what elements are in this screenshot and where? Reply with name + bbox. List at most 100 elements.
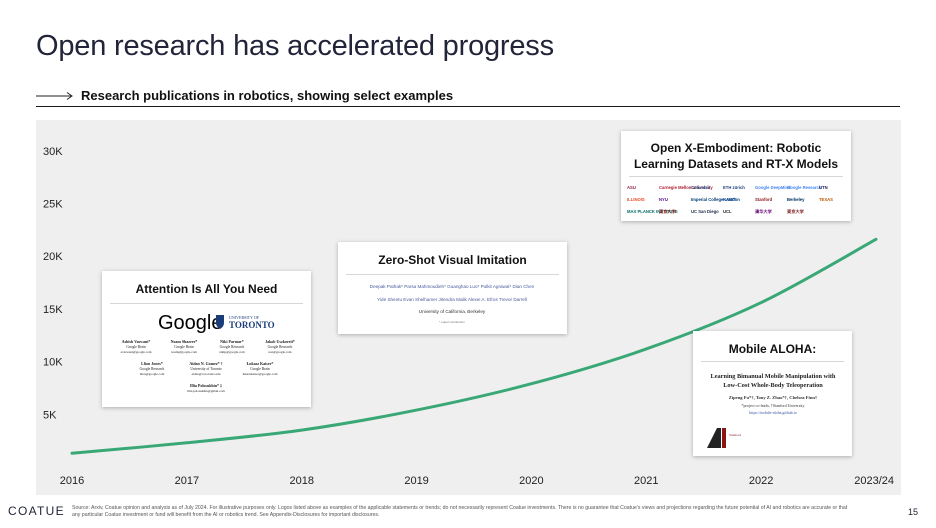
author-email: noam@google.com (171, 350, 197, 354)
author-email: avaswani@google.com (121, 350, 152, 354)
institution-logo: Stanford (755, 197, 773, 202)
x-tick-label: 2018 (289, 475, 313, 487)
author-email: illia.polosukhin@gmail.com (187, 389, 225, 393)
paper-url: https://mobile-aloha.github.io (749, 410, 797, 415)
affiliation: University of California, Berkeley (419, 309, 486, 314)
author-name: Łukasz Kaiser* (247, 361, 274, 366)
arrow-right-icon (36, 91, 73, 100)
institution-logo: Google DeepMind (755, 185, 791, 190)
author-affiliation: Google Research (220, 345, 245, 349)
author-email: usz@google.com (269, 350, 292, 354)
page-title: Open research has accelerated progress (36, 30, 554, 62)
paper-card-attention: Attention Is All You Need Google UNIVERS… (102, 271, 311, 407)
card-title-line-2: Learning Datasets and RT-X Models (633, 157, 839, 171)
institution-logo: Carnegie Mellon University (659, 185, 713, 190)
author-email: lukaszkaiser@google.com (243, 372, 278, 376)
institution-logo: KAIST (723, 197, 736, 202)
y-tick-label: 25K (43, 199, 63, 211)
institution-logo: UCL (723, 209, 732, 214)
institution-logo: Google Research (787, 185, 822, 190)
author-name: Ashish Vaswani* (122, 339, 151, 344)
institution-logo: Columbia (691, 185, 711, 190)
x-tick-label: 2019 (404, 475, 428, 487)
author-email: aidan@cs.toronto.edu (192, 372, 221, 376)
author-affiliation: Google Brain (126, 345, 146, 349)
institution-logo: ILLINOIS (627, 197, 645, 202)
card-title: Mobile ALOHA: (728, 342, 817, 356)
author-name: Aidan N. Gomez* † (189, 361, 222, 366)
paper-card-open-x: Open X-Embodiment: Robotic Learning Data… (621, 131, 851, 221)
stanford-logo-text: Stanford (729, 433, 741, 437)
paper-title-line-2: Low-Cost Whole-Body Teleoperation (723, 382, 823, 389)
toronto-logo: UNIVERSITY OF TORONTO (216, 315, 275, 330)
author-affiliation: Google Brain (250, 367, 270, 371)
author-email: llion@google.com (140, 372, 165, 376)
footnote: * equal contribution (439, 320, 465, 324)
author-name: Jakob Uszkoreit* (265, 339, 295, 344)
author-email: nikip@google.com (219, 350, 245, 354)
paper-affiliation: *project co-leads, †Stanford University (741, 403, 804, 409)
author-name: Niki Parmar* (220, 339, 244, 344)
institution-logo: UC San Diego (691, 209, 719, 214)
authors-line-1: Deepak Pathak* Parsa Mahmoudieh* Guangha… (370, 284, 535, 289)
paper-card-zero-shot: Zero-Shot Visual Imitation Deepak Pathak… (338, 242, 567, 334)
institution-logo: 清华大学 (755, 208, 773, 215)
y-tick-label: 20K (43, 251, 63, 263)
y-tick-label: 15K (43, 304, 63, 316)
institution-logo: NYU (659, 197, 668, 202)
institution-logo: Berkeley (787, 197, 805, 202)
institution-logo: 東京大学 (659, 208, 677, 215)
brand-logo: COATUE (8, 504, 65, 518)
x-tick-label: 2023/24 (854, 475, 894, 487)
institution-logo: Imperial College London (691, 197, 740, 202)
toronto-small-text: UNIVERSITY OF (229, 315, 260, 320)
institution-logo: ETH zürich (723, 185, 745, 190)
author-affiliation: University of Toronto (190, 367, 221, 371)
x-tick-label: 2016 (60, 475, 84, 487)
author-affiliation: Google Brain (174, 345, 194, 349)
divider (629, 176, 843, 177)
x-tick-label: 2021 (634, 475, 658, 487)
chart-subtitle-text: Research publications in robotics, showi… (81, 88, 454, 103)
google-logo: Google (158, 312, 223, 334)
institution-logo: MAX PLANCK INSTITUTE (627, 209, 678, 214)
paper-title-line-1: Learning Bimanual Mobile Manipulation wi… (711, 373, 836, 380)
institution-logo: UTN (819, 185, 828, 190)
author-name: Noam Shazeer* (171, 339, 198, 344)
paper-authors: Zipeng Fu*†, Tony Z. Zhao*†, Chelsea Fin… (729, 395, 818, 400)
author-name: Llion Jones* (141, 361, 163, 366)
line-chart: 5K 10K 15K 20K 25K 30K 2016 2017 2018 2019 2020 202… (43, 146, 894, 487)
author-affiliation: Google Research (268, 345, 293, 349)
card-title: Open X-Embodiment: Robotic Learning Data… (621, 140, 851, 172)
divider (110, 303, 303, 304)
card-title: Zero-Shot Visual Imitation (378, 253, 527, 267)
paper-thumbnail: Learning Bimanual Mobile Manipulation wi… (693, 364, 852, 454)
institution-logos: ASU Carnegie Mellon University Columbia ETH… (621, 179, 851, 219)
institution-logo: TEXAS (819, 197, 833, 202)
paper-thumbnail: Deepak Pathak* Parsa Mahmoudieh* Guangha… (338, 278, 567, 332)
card-title: Attention Is All You Need (135, 282, 278, 296)
x-tick-label: 2020 (519, 475, 543, 487)
toronto-text: TORONTO (229, 320, 275, 330)
authors-line-2: Yide Shentu Evan Shelhamer Jitendra Mali… (377, 297, 527, 302)
source-footnote: Source: Arxiv, Coatue opinion and analys… (72, 505, 848, 518)
divider (346, 274, 559, 275)
institution-logo: ASU (627, 185, 636, 190)
x-tick-label: 2022 (749, 475, 773, 487)
y-tick-label: 30K (43, 146, 63, 158)
y-tick-label: 5K (43, 409, 57, 421)
author-name: Illia Polosukhin* ‡ (190, 383, 222, 388)
divider (701, 361, 844, 362)
paper-thumbnail: Google UNIVERSITY OF TORONTO Ashish Vasw… (102, 307, 311, 405)
x-tick-label: 2017 (175, 475, 199, 487)
author-affiliation: Google Research (140, 367, 165, 371)
stanford-logo: Stanford (707, 428, 741, 448)
card-title-line-1: Open X-Embodiment: Robotic (650, 141, 822, 155)
page-number: 15 (907, 507, 918, 517)
paper-card-mobile-aloha: Mobile ALOHA: Learning Bimanual Mobile M… (693, 331, 852, 456)
chart-subtitle: Research publications in robotics, showi… (36, 88, 453, 103)
series-line (70, 237, 878, 455)
divider (36, 106, 900, 107)
institution-logo: 東京大学 (787, 208, 805, 215)
y-tick-label: 10K (43, 357, 63, 369)
